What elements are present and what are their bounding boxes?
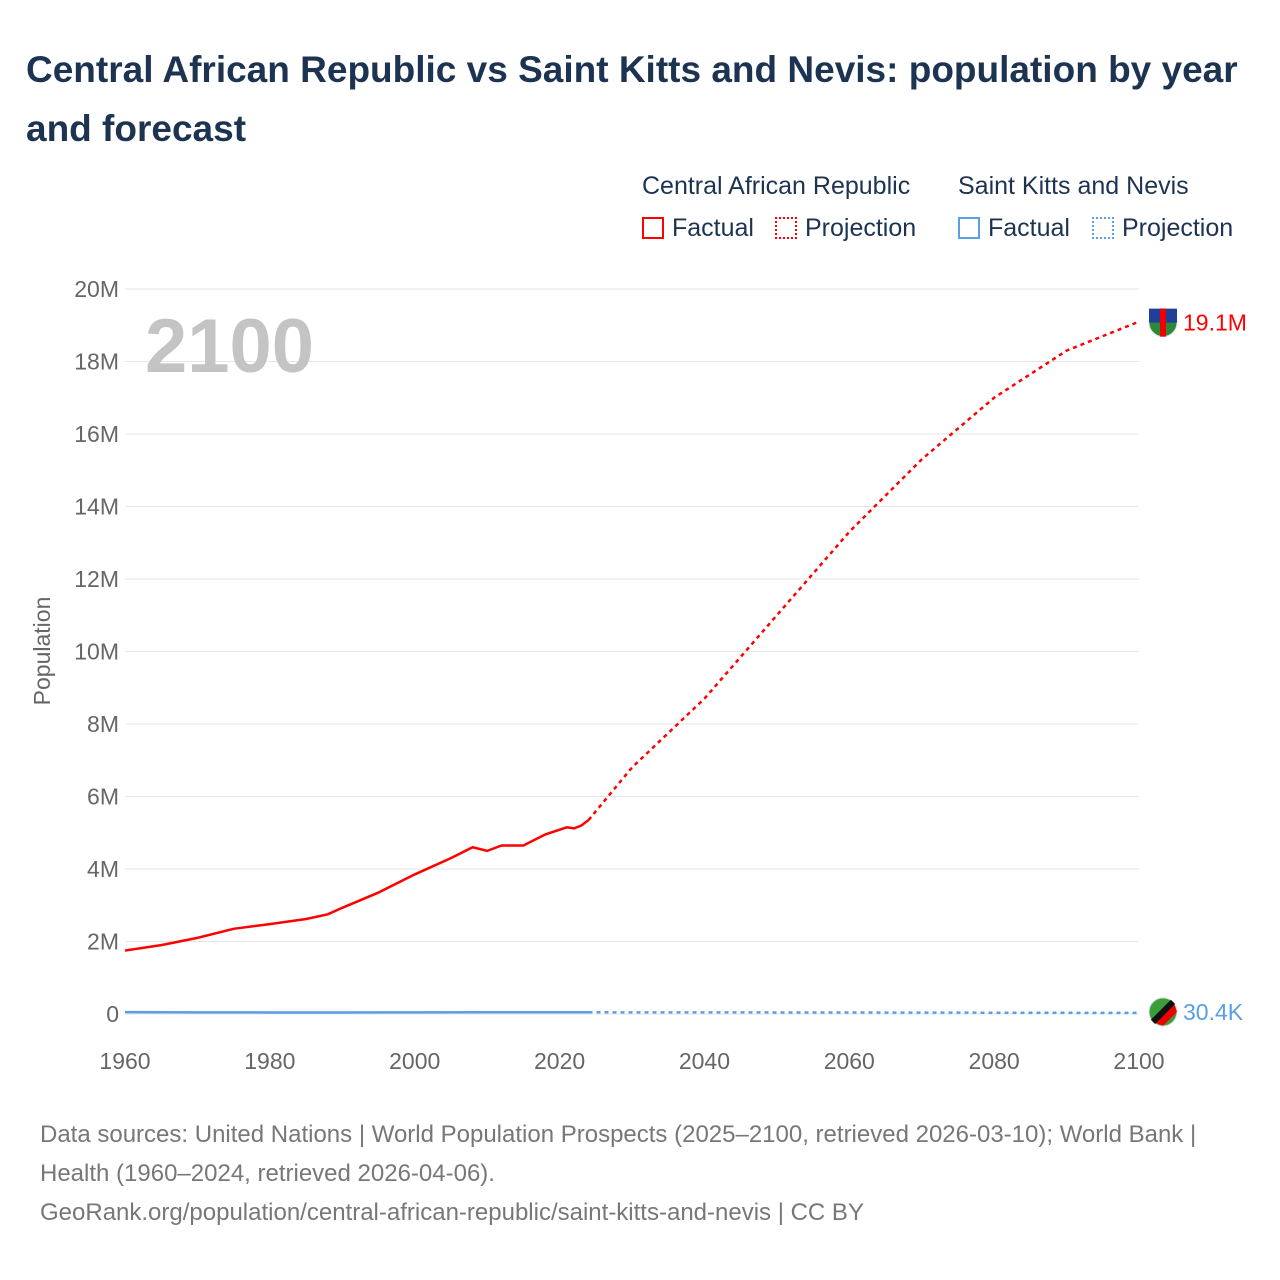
series-line-projection	[587, 320, 1140, 821]
y-tick-label: 2M	[87, 929, 119, 955]
y-tick-label: 6M	[87, 784, 119, 810]
legend-group-car: Central African Republic	[642, 172, 911, 200]
chart-title: Central African Republic vs Saint Kitts …	[26, 49, 1238, 149]
legend-swatch	[775, 217, 797, 239]
y-tick-label: 18M	[74, 349, 119, 375]
flag-stripe	[1160, 308, 1166, 337]
x-tick-label: 2060	[824, 1048, 875, 1074]
source-note: Data sources: United Nations | World Pop…	[40, 1115, 1240, 1232]
y-tick-label: 20M	[74, 276, 119, 302]
legend-group-skn: Saint Kitts and Nevis	[958, 172, 1189, 200]
x-tick-label: 1980	[244, 1048, 295, 1074]
x-tick-label: 2020	[534, 1048, 585, 1074]
legend-skn-projection[interactable]: Projection	[1092, 214, 1233, 243]
y-tick-label: 12M	[74, 566, 119, 592]
y-tick-label: 10M	[74, 639, 119, 665]
legend-swatch	[1092, 217, 1114, 239]
y-tick-label: 0	[106, 1001, 119, 1027]
x-tick-label: 2100	[1113, 1048, 1164, 1074]
year-watermark: 2100	[145, 304, 314, 389]
flag-stripe	[1150, 999, 1176, 1025]
legend-skn-factual[interactable]: Factual	[958, 214, 1070, 243]
legend-car-projection[interactable]: Projection	[775, 214, 916, 243]
y-tick-label: 16M	[74, 421, 119, 447]
x-tick-label: 1960	[99, 1048, 150, 1074]
series-line-factual	[124, 819, 590, 952]
y-axis-label: Population	[29, 597, 55, 706]
series-line-projection	[588, 1011, 1140, 1015]
end-value-label: 30.4K	[1183, 999, 1244, 1025]
end-value-label: 19.1M	[1183, 310, 1247, 336]
y-tick-label: 4M	[87, 856, 119, 882]
source-url[interactable]: GeoRank.org/population/central-african-r…	[40, 1199, 864, 1226]
x-tick-label: 2080	[969, 1048, 1020, 1074]
legend-swatch	[958, 217, 980, 239]
y-tick-label: 14M	[74, 494, 119, 520]
source-text: Data sources: United Nations | World Pop…	[40, 1121, 1197, 1187]
y-tick-label: 8M	[87, 711, 119, 737]
x-tick-label: 2040	[679, 1048, 730, 1074]
legend-car-factual[interactable]: Factual	[642, 214, 754, 243]
x-tick-label: 2000	[389, 1048, 440, 1074]
legend-swatch	[642, 217, 664, 239]
